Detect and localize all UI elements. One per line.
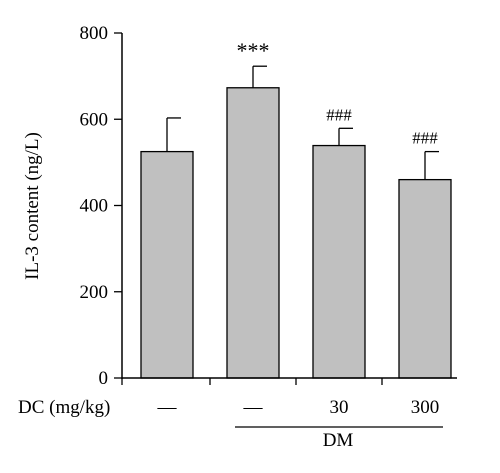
dose-label: 300 [411,397,440,418]
significance-annotation: ### [412,129,438,148]
y-tick-label: 600 [80,109,109,130]
bar [312,144,366,379]
bar [226,87,280,379]
y-axis-label: IL-3 content (ng/L) [22,132,43,280]
dm-group-label: DM [323,430,354,451]
dose-label: — [243,397,264,418]
bars: *** ### ### [140,38,452,379]
dose-labels: — — 30 300 [157,397,440,418]
bar [140,150,194,379]
y-tick-label: 800 [80,23,109,44]
dose-row-label: DC (mg/kg) [18,397,110,418]
dose-label: — [157,397,178,418]
significance-annotation: *** [237,38,270,63]
y-tick-label: 400 [80,196,109,217]
y-axis-ticks: 0 200 400 600 800 [80,23,383,389]
bar [398,178,452,379]
y-tick-label: 0 [99,368,109,389]
significance-annotation: ### [326,105,352,124]
dose-label: 30 [330,397,349,418]
y-tick-label: 200 [80,282,109,303]
